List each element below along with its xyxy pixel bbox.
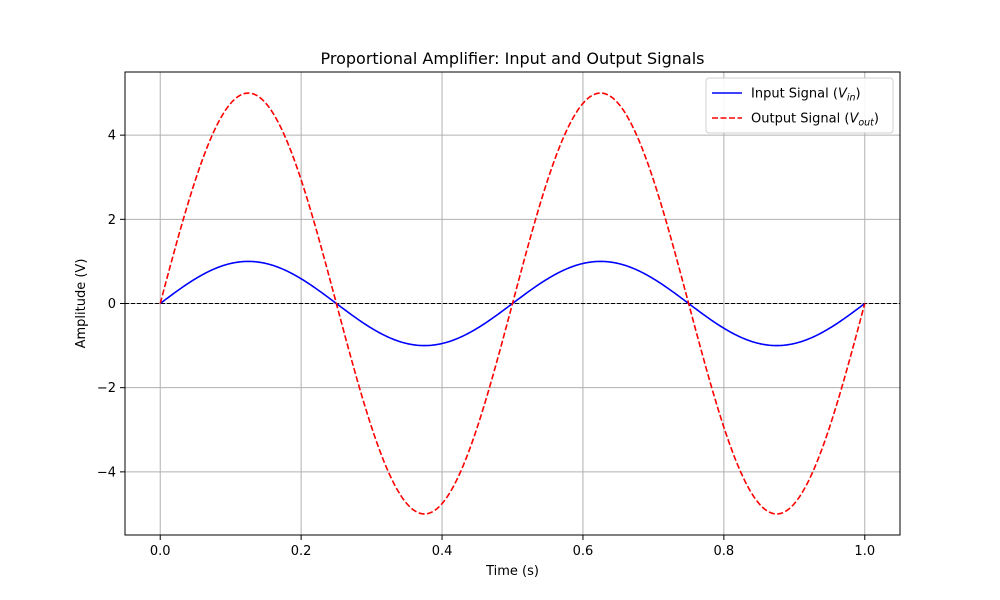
x-tick-label: 0.2 — [291, 544, 312, 559]
x-tick-label: 0.0 — [150, 544, 171, 559]
legend: Input Signal (Vin) Output Signal (Vout) — [705, 77, 894, 134]
x-tick-label: 0.6 — [573, 544, 594, 559]
legend-label: Input Signal (Vin) — [751, 87, 861, 104]
y-axis-title: Amplitude (V) — [74, 259, 89, 349]
legend-box — [705, 77, 894, 134]
series-lines — [159, 92, 866, 515]
y-tick-label: 2 — [108, 213, 116, 228]
x-tick-label: 0.4 — [432, 544, 453, 559]
y-tick-label: 4 — [108, 129, 116, 144]
x-tick-label: 1.0 — [854, 544, 875, 559]
chart-title: Proportional Amplifier: Input and Output… — [320, 49, 704, 68]
y-tick-label: −2 — [97, 381, 116, 396]
y-tick-label: −4 — [97, 465, 116, 480]
x-axis-title: Time (s) — [485, 564, 539, 579]
x-tick-label: 0.8 — [714, 544, 735, 559]
legend-label: Output Signal (Vout) — [751, 112, 879, 129]
axis-ticks: 0.0 0.2 0.4 0.6 0.8 1.0 −4 −2 0 2 4 — [97, 129, 875, 559]
series-line-output — [159, 92, 866, 515]
y-tick-label: 0 — [108, 297, 116, 312]
